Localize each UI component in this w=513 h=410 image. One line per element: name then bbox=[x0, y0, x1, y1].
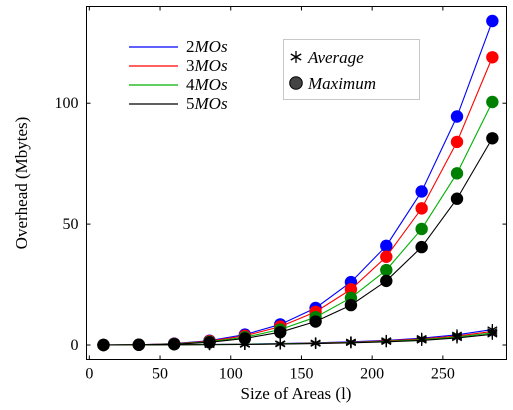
legend-2mos-label-unit: MOs bbox=[194, 37, 228, 56]
plot-series bbox=[97, 14, 499, 352]
series-5mos-average-point-stroke bbox=[310, 340, 321, 347]
legend-5mos-label-unit: MOs bbox=[194, 94, 228, 113]
x-tick-label: 250 bbox=[431, 366, 455, 383]
series-5mos-maximum-point bbox=[450, 192, 464, 205]
series-5mos-average-point bbox=[275, 338, 286, 350]
series-4mos-maximum-line bbox=[103, 101, 493, 346]
series-3mos-maximum-point bbox=[415, 202, 428, 215]
series-5mos-average-line bbox=[103, 333, 493, 346]
series-2mos-maximum-point bbox=[380, 239, 393, 253]
series-5mos-average bbox=[98, 328, 498, 351]
y-tick-label: 0 bbox=[71, 337, 79, 354]
series-3mos-maximum-point bbox=[380, 250, 393, 263]
series-3mos-maximum-line bbox=[103, 57, 493, 346]
series-5mos-maximum-point bbox=[238, 332, 252, 345]
series-5mos-maximum-point bbox=[97, 338, 110, 352]
series-5mos-average-point-stroke bbox=[451, 334, 463, 342]
x-axis-label: Size of Areas (l) bbox=[241, 384, 352, 403]
y-tick-label: 100 bbox=[55, 95, 79, 112]
series-2mos-maximum-point bbox=[415, 185, 428, 198]
x-tick-label: 0 bbox=[85, 366, 93, 383]
legend-2mos: 2MOs bbox=[129, 37, 228, 56]
x-axis-label-text: Size of Areas (l) bbox=[241, 384, 352, 403]
series-5mos-maximum-point bbox=[203, 336, 216, 349]
series-4mos-maximum-point bbox=[380, 263, 393, 277]
series-2mos-average-line bbox=[103, 328, 493, 346]
series-5mos-maximum-point bbox=[167, 338, 181, 351]
series-5mos-average-point bbox=[345, 337, 357, 349]
legend-maximum-marker bbox=[289, 76, 303, 90]
legend-3mos-label-unit: MOs bbox=[194, 56, 228, 75]
series-4mos-average-line bbox=[103, 332, 493, 346]
legend-average-label: Average bbox=[307, 48, 364, 67]
x-tick-label: 100 bbox=[219, 366, 243, 383]
series-5mos-average-point bbox=[416, 334, 427, 346]
series-5mos-maximum-point bbox=[415, 240, 428, 254]
legend-3mos-label: 3MOs bbox=[186, 56, 228, 75]
series-2mos-maximum-point bbox=[486, 14, 499, 28]
legend-3mos: 3MOs bbox=[129, 56, 228, 75]
series-4mos-maximum-point bbox=[415, 222, 428, 236]
series-5mos-average-point bbox=[487, 328, 498, 340]
series-5mos-maximum-point bbox=[132, 338, 146, 351]
series-5mos-maximum-point bbox=[274, 325, 287, 339]
legend-3mos-label-number: 3 bbox=[186, 56, 195, 75]
series-5mos-maximum-point bbox=[380, 274, 393, 288]
legend-average-marker bbox=[290, 51, 302, 63]
series-5mos-average-point bbox=[310, 338, 321, 350]
series-5mos-average-point bbox=[451, 332, 463, 344]
series-5mos-maximum-point bbox=[344, 298, 358, 312]
legend-4mos: 4MOs bbox=[129, 75, 228, 94]
series-5mos-average-point-stroke bbox=[275, 340, 286, 348]
series-5mos-maximum-point bbox=[486, 132, 499, 145]
legend-4mos-label-unit: MOs bbox=[194, 75, 228, 94]
legend-4mos-label-number: 4 bbox=[186, 75, 195, 94]
y-tick-label: 50 bbox=[63, 216, 79, 233]
series-5mos-average-point-stroke bbox=[345, 339, 357, 347]
series-5mos-maximum-line bbox=[103, 137, 493, 346]
legend-5mos: 5MOs bbox=[129, 94, 228, 113]
series-5mos-average-point bbox=[381, 336, 392, 348]
legend-2mos-label: 2MOs bbox=[186, 37, 228, 56]
series-4mos-maximum-point bbox=[486, 95, 499, 109]
legend-maximum: Maximum bbox=[289, 74, 376, 93]
series-4mos-maximum-point bbox=[450, 167, 464, 180]
y-axis-label: Overhead (Mbytes) bbox=[12, 117, 31, 250]
series-5mos-maximum-point bbox=[309, 315, 322, 328]
legend-average-marker-stroke bbox=[290, 53, 302, 61]
marker-legend-box bbox=[283, 39, 420, 100]
legend-5mos-label: 5MOs bbox=[186, 94, 228, 113]
legend-5mos-label-number: 5 bbox=[186, 94, 195, 113]
legend-average: Average bbox=[290, 48, 364, 67]
series-5mos-average-point-stroke bbox=[487, 331, 498, 338]
axis-ticks: 0 50 100 150 200 250 0 50 100 bbox=[55, 6, 507, 383]
series-2mos-maximum-point bbox=[450, 110, 464, 123]
x-tick-label: 150 bbox=[289, 366, 313, 383]
x-tick-label: 200 bbox=[360, 366, 384, 383]
series-3mos-maximum-point bbox=[450, 135, 464, 149]
plot-frame bbox=[86, 6, 507, 360]
marker-legend: Average Maximum bbox=[283, 39, 420, 100]
legend-2mos-label-number: 2 bbox=[186, 37, 195, 56]
legend-4mos-label: 4MOs bbox=[186, 75, 228, 94]
series-5mos-average-point-stroke bbox=[416, 337, 427, 344]
series-3mos-maximum-point bbox=[486, 51, 499, 64]
x-tick-label: 50 bbox=[152, 366, 168, 383]
series-5mos-maximum bbox=[97, 132, 499, 352]
series-5mos-average-point-stroke bbox=[381, 338, 392, 346]
legend-maximum-label: Maximum bbox=[307, 74, 376, 93]
